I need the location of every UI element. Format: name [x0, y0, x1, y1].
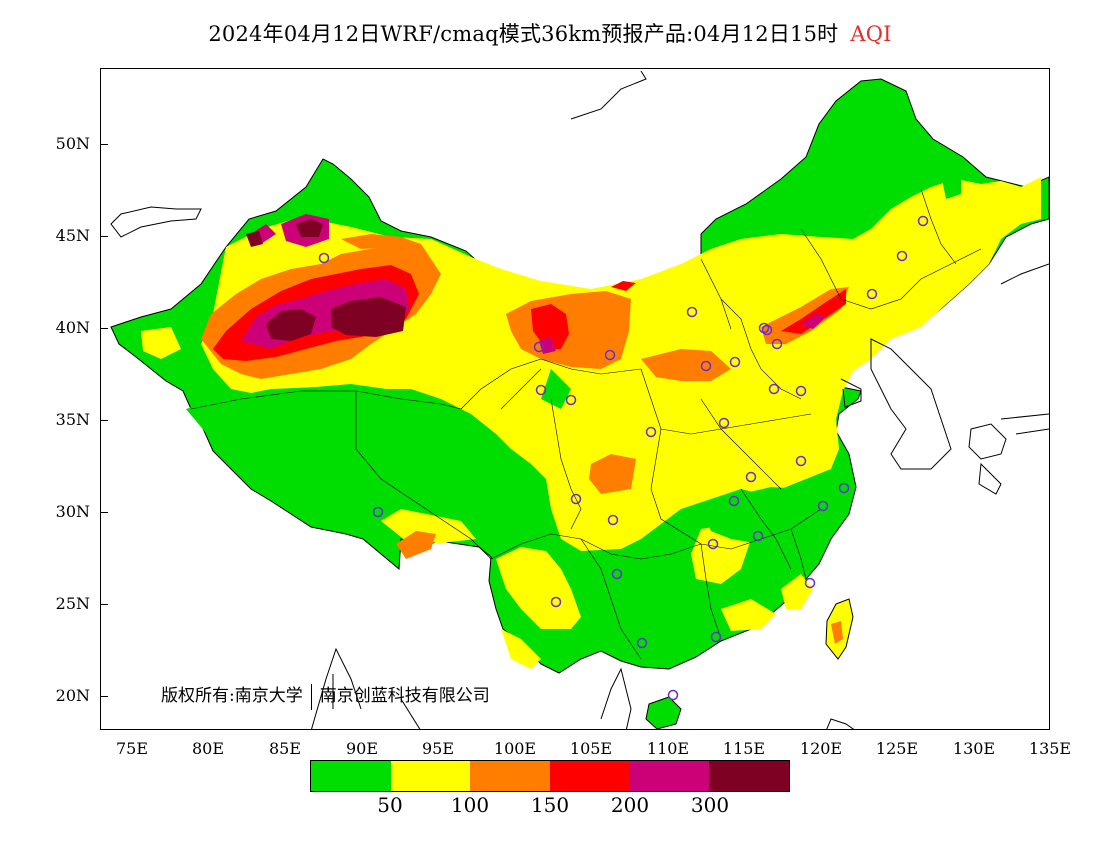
legend-swatch [629, 761, 710, 791]
copyright-separator [310, 683, 312, 710]
city-marker [645, 426, 657, 438]
legend-swatch [709, 761, 790, 791]
city-marker [565, 394, 577, 406]
city-marker [604, 349, 616, 361]
city-marker [533, 341, 545, 353]
y-tick [100, 604, 108, 605]
x-tick-label: 95E [421, 739, 455, 758]
y-tick-label: 50N [55, 134, 90, 153]
x-tick-label: 120E [799, 739, 843, 758]
x-tick-label: 100E [493, 739, 537, 758]
city-marker [700, 360, 712, 372]
legend-swatch [390, 761, 471, 791]
legend-swatch [550, 761, 630, 791]
copyright-notice: 版权所有:南京大学 南京创蓝科技有限公司 [161, 681, 490, 710]
city-marker [318, 252, 330, 264]
city-marker [817, 500, 829, 512]
city-marker [550, 596, 562, 608]
city-marker [745, 471, 757, 483]
aqi-map [110, 70, 1049, 729]
city-marker [686, 306, 698, 318]
y-tick-label: 45N [55, 226, 90, 245]
city-marker [729, 356, 741, 368]
map-frame: 版权所有:南京大学 南京创蓝科技有限公司 [100, 68, 1050, 730]
x-tick-label: 80E [191, 739, 225, 758]
city-marker [535, 384, 547, 396]
coastline-outlines [110, 70, 1049, 729]
legend-swatch [470, 761, 551, 791]
city-marker [372, 506, 384, 518]
y-tick-label: 40N [55, 318, 90, 337]
city-marker [795, 455, 807, 467]
city-marker [917, 215, 929, 227]
city-marker [728, 495, 740, 507]
x-tick-label: 105E [569, 739, 613, 758]
city-marker [795, 385, 807, 397]
legend-swatch [311, 761, 391, 791]
city-marker [636, 637, 648, 649]
city-marker [752, 530, 764, 542]
y-tick-label: 20N [55, 686, 90, 705]
map-title-main: 2024年04月12日WRF/cmaq模式36km预报产品:04月12日15时 [208, 22, 839, 46]
city-marker [804, 577, 816, 589]
city-marker [866, 288, 878, 300]
y-tick-label: 25N [55, 594, 90, 613]
city-marker [611, 568, 623, 580]
city-marker [710, 631, 722, 643]
copyright-owner-b: 南京创蓝科技有限公司 [319, 686, 490, 706]
y-tick [100, 420, 108, 421]
x-tick-label: 90E [345, 739, 379, 758]
y-tick [100, 144, 108, 145]
legend-value: 150 [530, 793, 570, 817]
city-marker [707, 538, 719, 550]
legend-value: 300 [690, 793, 730, 817]
y-tick [100, 328, 108, 329]
y-tick [100, 236, 108, 237]
city-marker [758, 322, 770, 334]
hainan-island [645, 696, 682, 729]
city-marker [718, 417, 730, 429]
aqi-hazardous-xinjiang [266, 309, 316, 341]
y-tick-label: 35N [55, 410, 90, 429]
y-tick [100, 696, 108, 697]
y-tick-label: 30N [55, 502, 90, 521]
city-marker [838, 482, 850, 494]
city-marker [667, 689, 679, 701]
legend-value: 50 [377, 793, 403, 817]
map-title-product: AQI [850, 22, 892, 46]
city-marker [896, 250, 908, 262]
city-marker [768, 383, 780, 395]
x-tick-label: 85E [268, 739, 302, 758]
copyright-owner-a: 版权所有:南京大学 [161, 686, 303, 706]
legend-value: 200 [610, 793, 650, 817]
x-tick-label: 75E [115, 739, 149, 758]
x-tick-label: 115E [722, 739, 766, 758]
aqi-color-legend [310, 760, 790, 792]
city-marker [607, 514, 619, 526]
x-tick-label: 130E [952, 739, 996, 758]
legend-value: 100 [450, 793, 490, 817]
y-tick [100, 512, 108, 513]
city-marker [771, 338, 783, 350]
city-marker [761, 324, 773, 336]
x-tick-label: 110E [646, 739, 690, 758]
map-title: 2024年04月12日WRF/cmaq模式36km预报产品:04月12日15时 A… [0, 18, 1100, 48]
province-boundaries [190, 188, 982, 660]
x-tick-label: 125E [875, 739, 919, 758]
city-marker [570, 493, 582, 505]
city-markers [318, 215, 929, 701]
x-tick-label: 135E [1028, 739, 1072, 758]
